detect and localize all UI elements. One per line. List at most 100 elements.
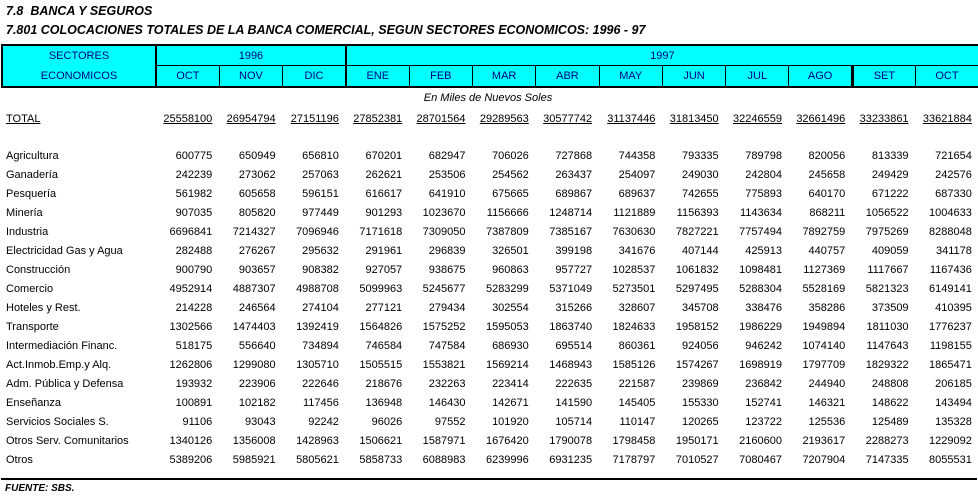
table-title: 7.801 COLOCACIONES TOTALES DE LA BANCA C…	[6, 23, 646, 37]
value-cell: 1127369	[803, 263, 846, 276]
value-cell: 5297495	[675, 282, 719, 295]
value-cell: 4887307	[232, 282, 276, 295]
value-cell: 148622	[871, 396, 909, 409]
value-cell: 253506	[428, 168, 466, 181]
value-cell: 650949	[238, 149, 276, 162]
value-cell: 5858733	[359, 453, 403, 466]
value-cell: 1569214	[485, 358, 529, 371]
sector-label: Enseñanza	[6, 396, 62, 409]
value-cell: 257063	[302, 168, 339, 181]
value-cell: 341676	[618, 244, 656, 257]
value-cell: 1986229	[739, 320, 782, 333]
value-cell: 675665	[492, 187, 529, 200]
value-cell: 262621	[365, 168, 403, 181]
sector-label: Pesquería	[6, 187, 57, 200]
value-cell: 596151	[302, 187, 339, 200]
value-cell: 6696841	[169, 225, 213, 238]
value-cell: 31813450	[669, 112, 719, 125]
value-cell: 1028537	[612, 263, 656, 276]
value-cell: 142671	[492, 396, 529, 409]
value-cell: 734894	[302, 339, 339, 352]
table-row: Transporte 1302566 1474403 1392419 1564826 15…	[1, 317, 978, 336]
value-cell: 518175	[175, 339, 213, 352]
value-cell: 143494	[935, 396, 972, 409]
value-cell: 214228	[175, 301, 213, 314]
table-header: SECTORES ECONOMICOS 1996 1997 OCT NOV DIC EN…	[1, 44, 978, 88]
value-cell: 1950171	[675, 434, 719, 447]
value-cell: 33621884	[922, 112, 972, 125]
value-cell: 222635	[555, 377, 593, 390]
month-header-11-set: SET	[850, 65, 917, 88]
data-table: TOTAL 25558100 26954794 27151196 27852381 287…	[1, 108, 978, 469]
value-cell: 295632	[302, 244, 339, 257]
table-row: Enseñanza 100891 102182 117456 136948 146430 1…	[1, 393, 978, 412]
value-cell: 957727	[555, 263, 593, 276]
value-cell: 30577742	[543, 112, 593, 125]
value-cell: 236842	[745, 377, 782, 390]
value-cell: 5389206	[169, 453, 213, 466]
value-cell: 727868	[555, 149, 593, 162]
value-cell: 1302566	[169, 320, 213, 333]
value-cell: 924056	[681, 339, 719, 352]
value-cell: 4988708	[296, 282, 339, 295]
value-cell: 6931235	[549, 453, 593, 466]
value-cell: 125489	[871, 415, 909, 428]
value-cell: 25558100	[163, 112, 213, 125]
value-cell: 1811030	[866, 320, 909, 333]
value-cell: 7178797	[612, 453, 656, 466]
value-cell: 33233861	[859, 112, 909, 125]
value-cell: 92242	[308, 415, 339, 428]
value-cell: 1074140	[802, 339, 846, 352]
value-cell: 5371049	[549, 282, 593, 295]
value-cell: 246564	[238, 301, 276, 314]
value-cell: 7975269	[865, 225, 909, 238]
table-row: Agricultura 600775 650949 656810 670201 68294…	[1, 146, 978, 165]
month-header-0-oct: OCT	[155, 65, 220, 88]
sector-header-line2: ECONOMICOS	[40, 70, 118, 82]
value-cell: 125536	[808, 415, 846, 428]
value-cell: 605658	[238, 187, 276, 200]
value-cell: 221587	[618, 377, 656, 390]
value-cell: 1156666	[486, 206, 529, 219]
value-cell: 193932	[175, 377, 213, 390]
value-cell: 135328	[935, 415, 972, 428]
value-cell: 2193617	[802, 434, 846, 447]
value-cell: 328607	[618, 301, 656, 314]
value-cell: 1863740	[549, 320, 593, 333]
value-cell: 291961	[365, 244, 403, 257]
value-cell: 1121889	[613, 206, 656, 219]
value-cell: 1198155	[929, 339, 972, 352]
value-cell: 1468943	[549, 358, 593, 371]
footer-divider	[1, 478, 977, 480]
sector-label: Construcción	[6, 263, 71, 276]
value-cell: 1797709	[802, 358, 846, 371]
value-cell: 326501	[492, 244, 529, 257]
sector-label: Adm. Pública y Defensa	[6, 377, 124, 390]
value-cell: 1585126	[612, 358, 656, 371]
value-cell: 1698919	[739, 358, 782, 371]
value-cell: 5099963	[359, 282, 403, 295]
value-cell: 5805621	[296, 453, 339, 466]
value-cell: 409059	[871, 244, 909, 257]
value-cell: 1392419	[296, 320, 339, 333]
value-cell: 1098481	[739, 263, 782, 276]
month-header-12-oct: OCT	[915, 65, 978, 88]
table-row: Electricidad Gas y Agua 282488 276267 29563…	[1, 241, 978, 260]
value-cell: 26954794	[226, 112, 276, 125]
value-cell: 302554	[492, 301, 529, 314]
value-cell: 7080467	[739, 453, 782, 466]
value-cell: 1061832	[675, 263, 719, 276]
value-cell: 4952914	[169, 282, 213, 295]
value-cell: 938675	[428, 263, 466, 276]
table-row: Adm. Pública y Defensa 193932 223906 222646…	[1, 374, 978, 393]
value-cell: 263437	[555, 168, 593, 181]
table-row: Ganadería 242239 273062 257063 262621 253506 2…	[1, 165, 978, 184]
value-cell: 117456	[303, 396, 339, 409]
page-title: 7.8 BANCA Y SEGUROS	[6, 4, 153, 18]
value-cell: 5245677	[422, 282, 466, 295]
table-row: Comercio 4952914 4887307 4988708 5099963 5245…	[1, 279, 978, 298]
value-cell: 93043	[245, 415, 276, 428]
value-cell: 274104	[302, 301, 339, 314]
value-cell: 123722	[745, 415, 782, 428]
month-header-7-may: MAY	[598, 65, 663, 88]
